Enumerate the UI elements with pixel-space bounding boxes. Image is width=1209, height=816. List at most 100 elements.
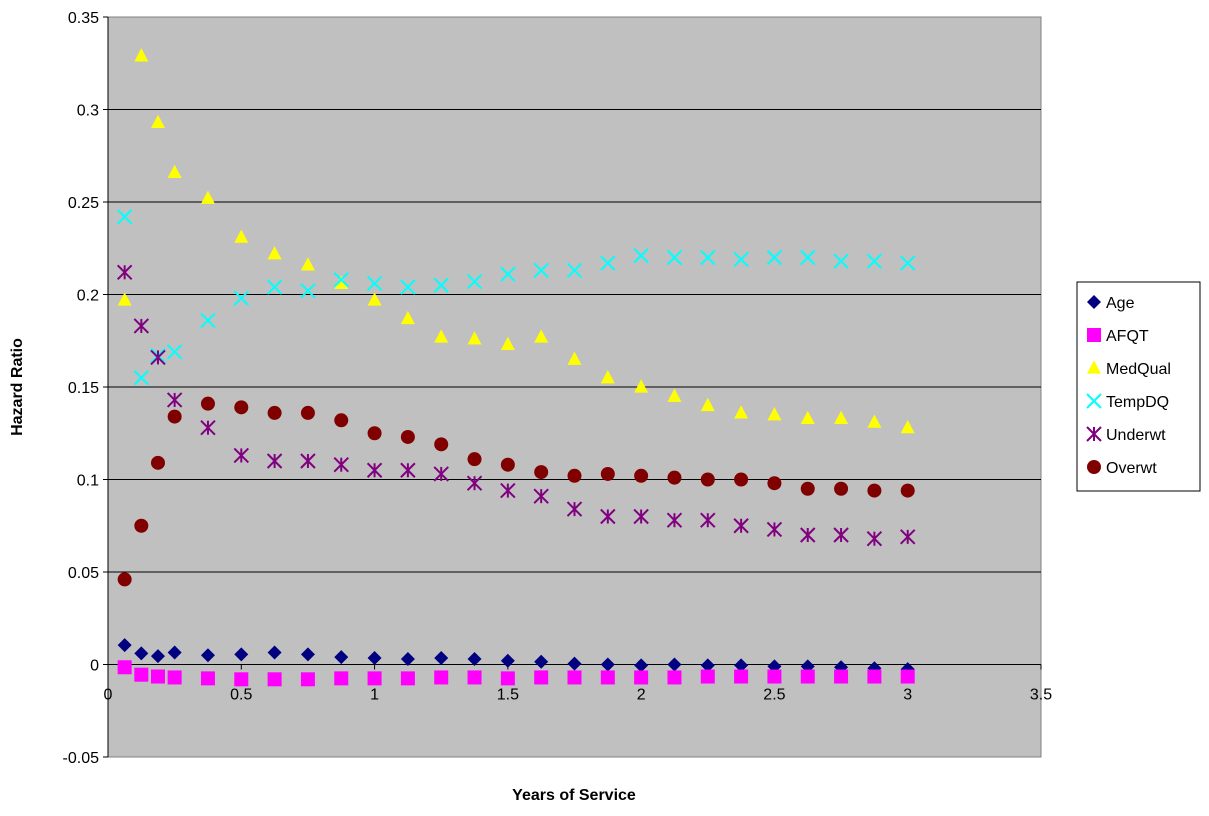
point-medqual xyxy=(834,410,849,425)
point-medqual xyxy=(734,405,749,419)
x-tick-label: 1.5 xyxy=(497,687,519,704)
point-underwt xyxy=(566,501,583,517)
data-points xyxy=(116,48,916,687)
point-underwt xyxy=(166,392,183,408)
point-medqual xyxy=(200,190,215,204)
point-afqt xyxy=(900,669,915,684)
point-medqual xyxy=(434,329,449,343)
point-afqt xyxy=(400,671,415,686)
legend-label-age: Age xyxy=(1106,295,1135,312)
point-medqual xyxy=(800,410,815,425)
y-tick-label: 0.15 xyxy=(68,380,99,397)
x-tick-label: 3.5 xyxy=(1030,687,1052,704)
point-tempdq xyxy=(600,255,616,271)
point-overwt xyxy=(767,476,782,491)
point-age xyxy=(567,656,582,671)
point-tempdq xyxy=(833,253,849,269)
point-overwt xyxy=(467,452,482,467)
point-overwt xyxy=(200,396,215,411)
point-tempdq xyxy=(200,312,216,329)
point-overwt xyxy=(117,572,132,587)
point-medqual xyxy=(700,397,715,412)
point-age xyxy=(500,653,515,668)
point-underwt xyxy=(400,462,416,478)
point-afqt xyxy=(800,669,815,684)
point-medqual xyxy=(334,275,349,289)
point-age xyxy=(150,649,165,664)
series-underwt xyxy=(116,264,916,547)
point-underwt xyxy=(300,453,316,469)
point-afqt xyxy=(367,671,382,686)
point-underwt xyxy=(833,527,849,543)
point-underwt xyxy=(200,419,216,436)
point-tempdq xyxy=(500,266,516,282)
point-afqt xyxy=(234,672,249,687)
point-medqual xyxy=(167,164,182,178)
y-tick-label: 0 xyxy=(90,658,99,675)
point-overwt xyxy=(800,481,815,496)
legend-marker-underwt xyxy=(1086,426,1102,442)
point-overwt xyxy=(634,468,649,483)
point-medqual xyxy=(134,48,149,62)
point-afqt xyxy=(434,670,449,685)
point-underwt xyxy=(466,475,483,491)
axes: -0.05 0 0.05 0.1 0.15 0.2 0.25 0.3 0.35 0 0.5 1 1.5 2… xyxy=(63,10,1053,767)
point-underwt xyxy=(900,529,916,545)
point-medqual xyxy=(467,331,482,345)
point-overwt xyxy=(834,481,849,496)
point-underwt xyxy=(133,318,150,334)
legend-marker-tempdq xyxy=(1086,393,1102,409)
point-overwt xyxy=(334,413,349,428)
point-afqt xyxy=(834,669,849,684)
point-underwt xyxy=(266,453,283,469)
point-age xyxy=(200,648,215,663)
series-medqual xyxy=(117,48,915,434)
point-overwt xyxy=(867,483,882,498)
point-medqual xyxy=(150,114,165,129)
point-age xyxy=(467,651,482,666)
point-afqt xyxy=(634,670,649,685)
series-overwt xyxy=(117,396,915,587)
point-underwt xyxy=(433,466,449,482)
series-afqt xyxy=(117,660,915,687)
point-overwt xyxy=(567,468,582,483)
point-underwt xyxy=(600,508,616,525)
y-tick-label: 0.25 xyxy=(68,195,99,212)
y-axis-label: Hazard Ratio xyxy=(9,338,26,436)
point-underwt xyxy=(666,512,683,528)
point-tempdq xyxy=(133,370,150,386)
point-medqual xyxy=(234,229,249,243)
point-afqt xyxy=(734,669,749,684)
point-tempdq xyxy=(116,209,133,225)
x-tick-label: 2.5 xyxy=(763,687,785,704)
point-overwt xyxy=(367,426,382,441)
point-age xyxy=(267,645,282,660)
point-afqt xyxy=(667,670,682,685)
point-age xyxy=(167,645,182,660)
point-medqual xyxy=(267,246,282,260)
point-afqt xyxy=(467,670,482,685)
x-axis-label: Years of Service xyxy=(512,787,636,804)
x-tick-label: 0 xyxy=(104,687,113,704)
point-underwt xyxy=(500,482,516,499)
y-tick-label: -0.05 xyxy=(63,750,100,767)
point-tempdq xyxy=(866,253,883,269)
point-afqt xyxy=(134,667,149,682)
point-underwt xyxy=(366,462,383,478)
point-overwt xyxy=(267,405,282,420)
point-tempdq xyxy=(666,249,683,266)
point-age xyxy=(667,657,682,672)
point-age xyxy=(734,658,749,673)
point-afqt xyxy=(767,669,782,684)
point-overwt xyxy=(500,457,515,472)
legend-label-medqual: MedQual xyxy=(1106,361,1171,378)
point-underwt xyxy=(533,488,549,504)
point-medqual xyxy=(900,420,915,434)
point-overwt xyxy=(900,483,915,498)
point-overwt xyxy=(400,429,415,444)
point-overwt xyxy=(667,470,682,485)
point-tempdq xyxy=(233,290,249,306)
point-tempdq xyxy=(633,247,649,264)
point-overwt xyxy=(534,465,549,480)
point-tempdq xyxy=(333,271,349,288)
